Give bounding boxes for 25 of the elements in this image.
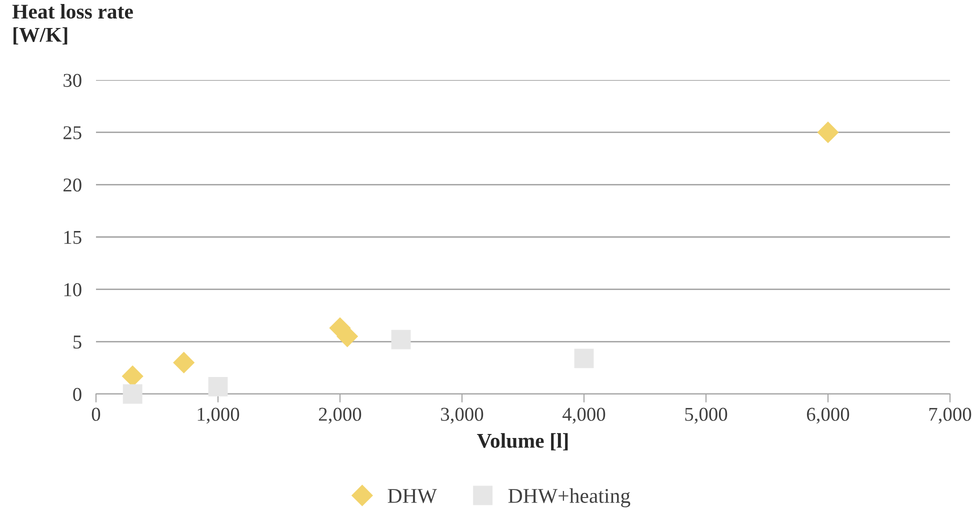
y-tick-label: 15 <box>64 230 82 244</box>
point <box>122 384 142 404</box>
y-tick-label: 25 <box>64 126 82 140</box>
point <box>391 330 411 350</box>
y-tick-label: 0 <box>73 388 82 401</box>
y-tick-label: 10 <box>64 283 82 296</box>
point <box>574 348 594 368</box>
y-axis-title: Heat loss rate [W/K] <box>12 4 133 44</box>
x-tick-label: 6,000 <box>806 408 850 424</box>
x-axis-title: Volume [l] <box>477 433 568 450</box>
x-tick-label: 5,000 <box>685 408 728 424</box>
x-tick-label: 3,000 <box>441 408 484 424</box>
legend-label: DHW <box>388 489 437 504</box>
point <box>208 376 228 396</box>
point <box>173 352 195 374</box>
x-tick-label: 4,000 <box>562 408 606 424</box>
y-tick-label: 30 <box>64 74 82 87</box>
y-tick-label: 5 <box>74 336 82 349</box>
point <box>817 122 839 144</box>
x-tick-label: 1,000 <box>198 408 240 424</box>
x-tick-label: 2,000 <box>318 408 362 424</box>
y-tick-label: 20 <box>64 178 82 192</box>
x-tick-label: 0 <box>92 408 100 421</box>
x-tick-label: 7,000 <box>929 408 972 424</box>
legend-label: DHW+heating <box>508 488 630 508</box>
